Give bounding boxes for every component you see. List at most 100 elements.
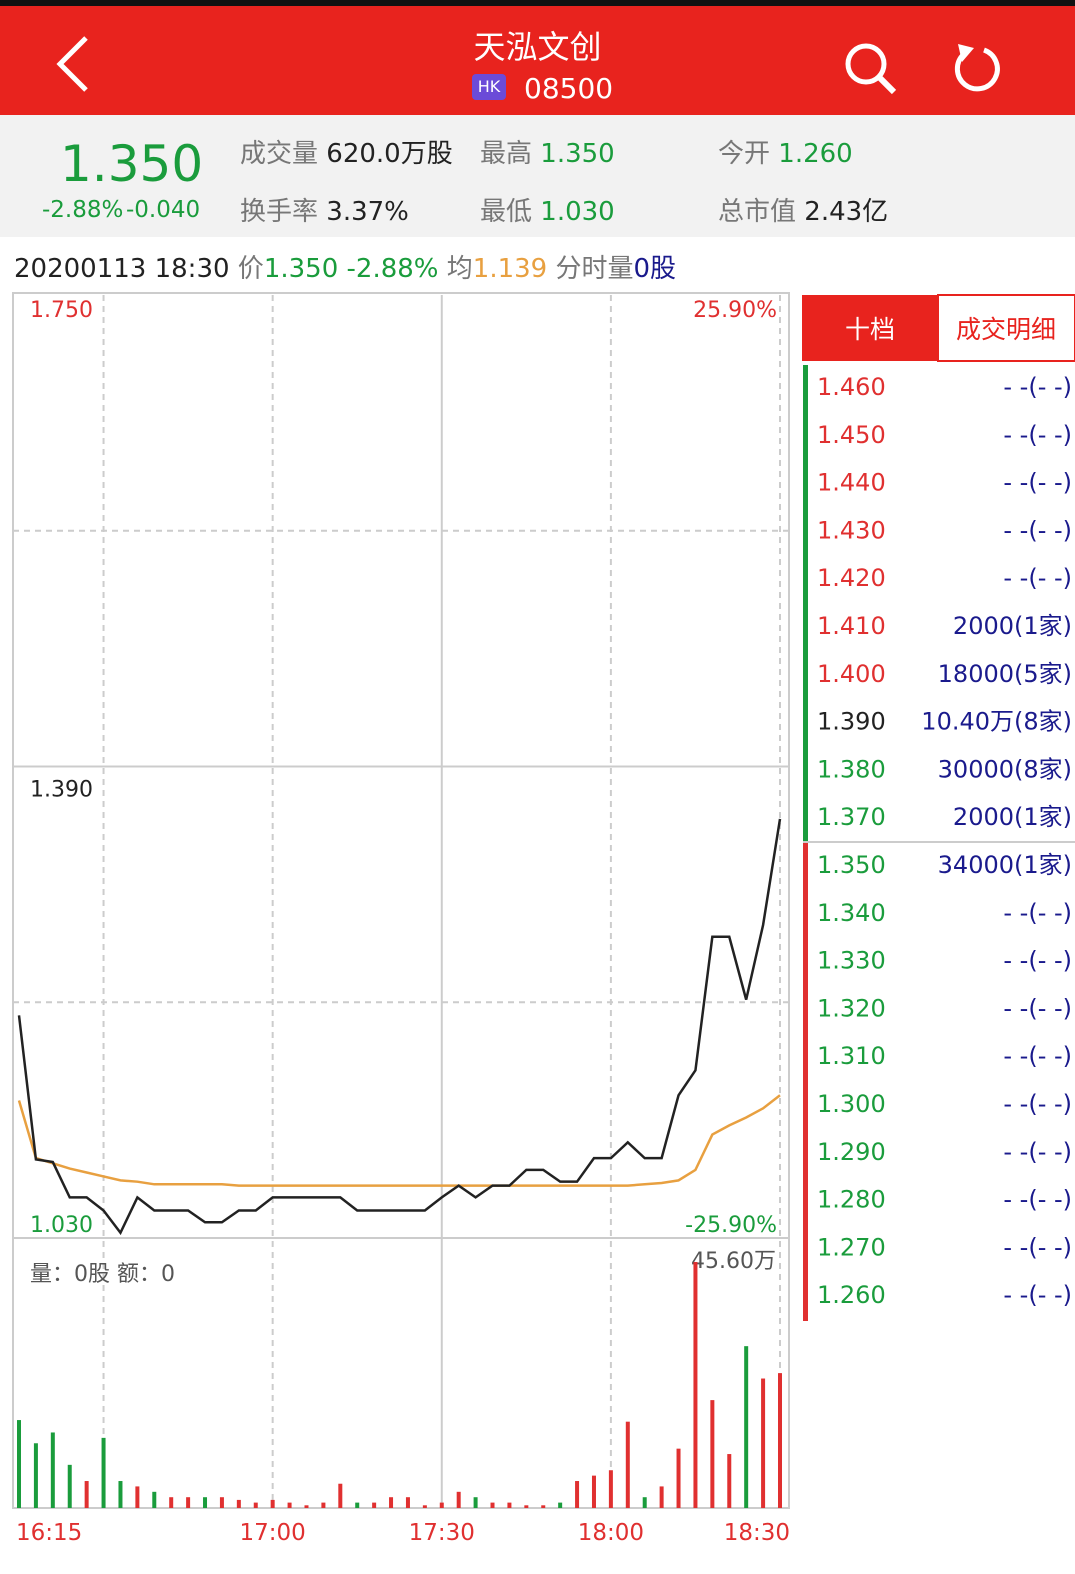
- book-price: 1.450: [817, 421, 886, 449]
- book-volume: - -(- -): [1003, 421, 1072, 449]
- book-price: 1.370: [817, 803, 886, 831]
- volume-bar: [389, 1497, 394, 1508]
- volume-bar: [710, 1400, 715, 1508]
- volume-bar: [575, 1481, 580, 1508]
- volume-bar: [608, 1470, 613, 1508]
- volume-bar: [625, 1421, 630, 1508]
- stat-text: 2.43亿: [804, 197, 889, 227]
- market-badge: HK: [472, 74, 506, 100]
- ask-bar: [803, 365, 808, 842]
- stat-text: 1.350: [540, 139, 615, 169]
- stat: 最低 1.030: [480, 191, 615, 228]
- book-volume: 2000(1家): [953, 803, 1072, 831]
- book-price: 1.350: [817, 851, 886, 879]
- x-tick-label: 18:30: [724, 1520, 790, 1546]
- back-button[interactable]: [50, 30, 100, 100]
- quote-panel: 1.350 -2.88% -0.040 成交量 620.0万股 最高 1.350 今…: [0, 115, 1075, 237]
- book-volume: - -(- -): [1003, 469, 1072, 497]
- volume-bar: [558, 1502, 563, 1508]
- volume-bar: [203, 1497, 208, 1508]
- change-pct: -2.88%: [42, 197, 124, 223]
- book-volume: 18000(5家): [938, 660, 1072, 688]
- book-price: 1.310: [817, 1042, 886, 1070]
- stat: 今开 1.260: [718, 133, 853, 170]
- volume-bar: [591, 1475, 596, 1508]
- volume-bar: [727, 1454, 732, 1508]
- book-volume: - -(- -): [1003, 1281, 1072, 1309]
- book-price: 1.280: [817, 1186, 886, 1214]
- book-price: 1.320: [817, 994, 886, 1022]
- volume-bar: [253, 1502, 258, 1508]
- volume-bar: [135, 1486, 140, 1508]
- volume-bar: [541, 1505, 546, 1508]
- book-price: 1.380: [817, 755, 886, 783]
- change: -0.040: [126, 197, 201, 223]
- book-volume: - -(- -): [1003, 1186, 1072, 1214]
- volume-bar: [355, 1502, 360, 1508]
- stat-text: 总市值: [718, 197, 797, 227]
- stat-text: 今开: [718, 139, 771, 169]
- book-price: 1.400: [817, 660, 886, 688]
- vol-label: 分时量: [555, 254, 634, 284]
- stat-text: 620.0万股: [326, 139, 453, 169]
- book-volume: 10.40万(8家): [921, 708, 1072, 736]
- book-volume: - -(- -): [1003, 373, 1072, 401]
- book-price: 1.420: [817, 564, 886, 592]
- search-button[interactable]: [842, 40, 902, 100]
- volume-label: 量：0股 额：0: [30, 1262, 175, 1287]
- tab-active: [802, 295, 938, 361]
- volume-bar: [473, 1497, 478, 1508]
- stat-text: 成交量: [240, 139, 319, 169]
- volume-bar: [744, 1346, 749, 1508]
- refresh-button[interactable]: [950, 40, 1010, 100]
- volume-bar: [507, 1502, 512, 1508]
- avg-label: 均: [446, 254, 473, 284]
- book-volume: - -(- -): [1003, 947, 1072, 975]
- book-price: 1.300: [817, 1090, 886, 1118]
- book-price: 1.290: [817, 1138, 886, 1166]
- volume-bar: [17, 1420, 21, 1508]
- volume-bar: [456, 1491, 461, 1508]
- book-volume: 2000(1家): [953, 612, 1072, 640]
- volume-bar: [439, 1502, 444, 1508]
- tab-inactive: [937, 294, 1075, 362]
- book-price: 1.390: [817, 708, 886, 736]
- order-book: 十档 成交明细 1.460 - -(- -) 1.450 - -(- -) 1.440 - -…: [802, 294, 1075, 1321]
- series-line: [17, 1094, 781, 1187]
- y-tick-label: 1.030: [30, 1213, 93, 1238]
- stat: 最高 1.350: [480, 133, 615, 170]
- volume-bar: [287, 1502, 292, 1508]
- volume-bar: [642, 1497, 647, 1508]
- x-tick-label: 16:15: [16, 1520, 82, 1546]
- volume-bar: [490, 1502, 495, 1508]
- series-line: [17, 818, 782, 1236]
- volume-bar: [693, 1262, 698, 1508]
- stat-text: 1.030: [540, 197, 615, 227]
- volume-bar: [186, 1497, 191, 1508]
- x-tick-label: 17:00: [240, 1520, 306, 1546]
- volume-bar: [50, 1432, 55, 1508]
- price-label: 价: [237, 254, 264, 284]
- x-tick-label: 18:00: [578, 1520, 644, 1546]
- volume-bar: [676, 1448, 681, 1508]
- book-volume: - -(- -): [1003, 1233, 1072, 1261]
- book-volume: 34000(1家): [938, 851, 1072, 879]
- volume-bar: [778, 1373, 782, 1508]
- last-price: 1.350: [60, 135, 204, 193]
- book-volume: - -(- -): [1003, 1042, 1072, 1070]
- volume-bar: [169, 1497, 174, 1508]
- stat-text: 1.260: [778, 139, 853, 169]
- volume-bar: [67, 1464, 72, 1508]
- stock-name: 天泓文创: [473, 28, 602, 66]
- header: 天泓文创 HK 08500: [0, 0, 1075, 115]
- tab-label[interactable]: 成交明细: [956, 315, 1056, 344]
- book-volume: - -(- -): [1003, 1090, 1072, 1118]
- stat: 总市值 2.43亿: [718, 191, 888, 228]
- book-price: 1.460: [817, 373, 886, 401]
- volume-bar: [219, 1497, 224, 1508]
- book-price: 1.330: [817, 947, 886, 975]
- volume-bar: [118, 1481, 123, 1508]
- volume-bar: [152, 1491, 157, 1508]
- avg: 1.139: [472, 254, 548, 284]
